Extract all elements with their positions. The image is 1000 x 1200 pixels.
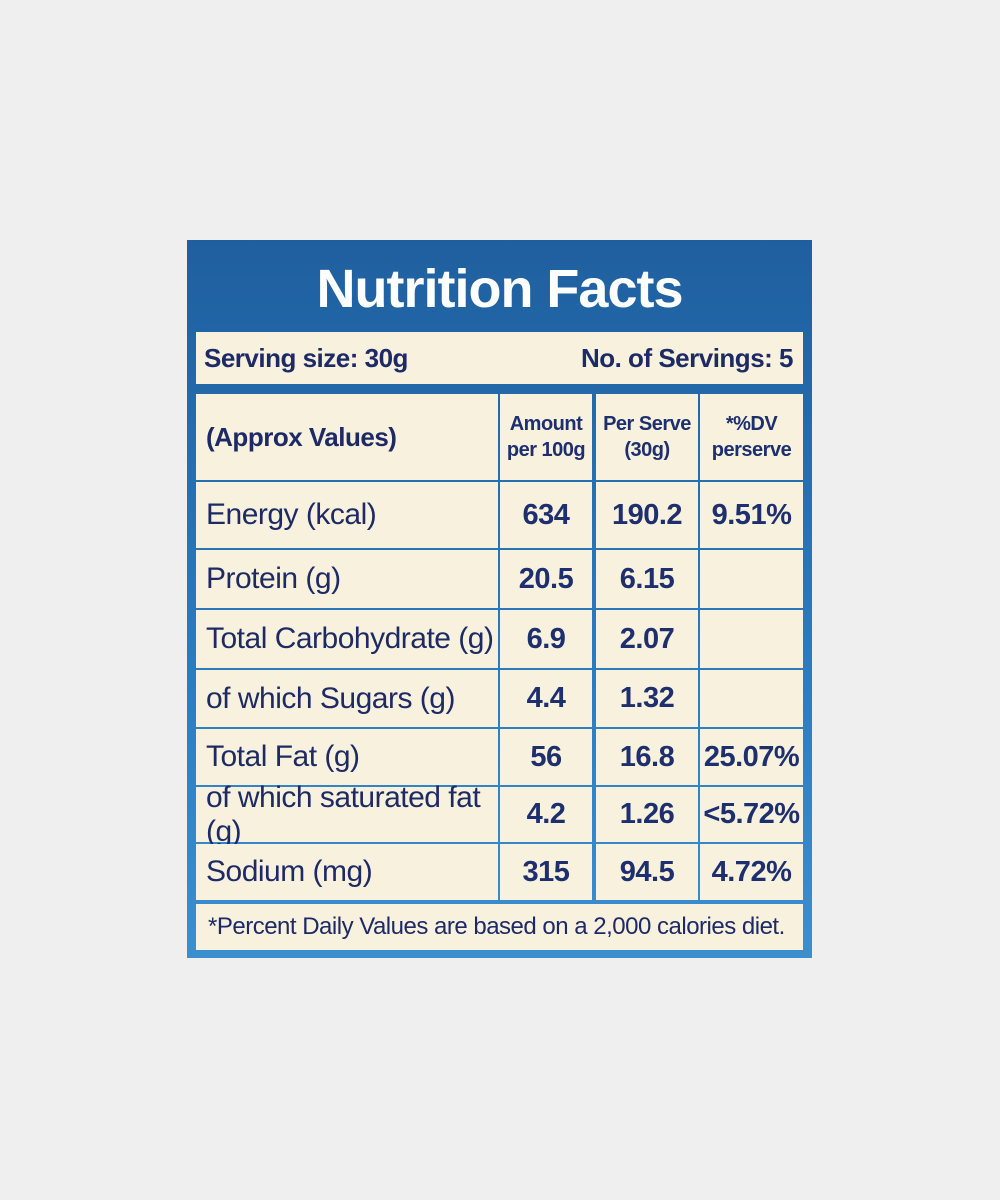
nutrient-name: Total Carbohydrate (g) — [196, 610, 498, 668]
serving-count: No. of Servings: 5 — [496, 332, 803, 384]
nutrient-value: 190.2 — [596, 482, 698, 548]
nutrient-value: 4.4 — [500, 670, 592, 727]
header-label: (Approx Values) — [196, 394, 498, 480]
nutrient-value: 94.5 — [596, 844, 698, 900]
nutrient-value: 1.32 — [596, 670, 698, 727]
column-header: Amount per 100g — [500, 394, 592, 480]
serving-size: Serving size: 30g — [196, 332, 496, 384]
nutrient-value: 6.9 — [500, 610, 592, 668]
nutrient-value: 20.5 — [500, 550, 592, 608]
column-header: *%DV perserve — [700, 394, 803, 480]
nutrient-value: 634 — [500, 482, 592, 548]
nutrient-value: 2.07 — [596, 610, 698, 668]
nutrient-name: of which Sugars (g) — [196, 670, 498, 727]
nutrient-name: of which saturated fat (g) — [196, 781, 498, 848]
title: Nutrition Facts — [316, 259, 683, 319]
nutrient-value: <5.72% — [700, 787, 803, 842]
nutrient-value: 6.15 — [596, 550, 698, 608]
nutrient-value: 4.2 — [500, 787, 592, 842]
column-header: Per Serve (30g) — [596, 394, 698, 480]
nutrient-value: 56 — [500, 729, 592, 785]
nutrient-value — [700, 610, 803, 668]
nutrition-label: Nutrition Facts Serving size: 30g No. of … — [187, 240, 812, 958]
nutrient-name: Protein (g) — [196, 550, 498, 608]
nutrient-value: 9.51% — [700, 482, 803, 548]
nutrient-name: Total Fat (g) — [196, 729, 498, 785]
footnote: *Percent Daily Values are based on a 2,0… — [196, 904, 803, 950]
nutrient-value: 1.26 — [596, 787, 698, 842]
nutrient-name: Energy (kcal) — [196, 482, 498, 548]
nutrient-value — [700, 670, 803, 727]
nutrient-value: 315 — [500, 844, 592, 900]
nutrient-name: Sodium (mg) — [196, 844, 498, 900]
nutrient-value: 16.8 — [596, 729, 698, 785]
nutrient-value — [700, 550, 803, 608]
nutrient-value: 4.72% — [700, 844, 803, 900]
nutrient-value: 25.07% — [700, 729, 803, 785]
